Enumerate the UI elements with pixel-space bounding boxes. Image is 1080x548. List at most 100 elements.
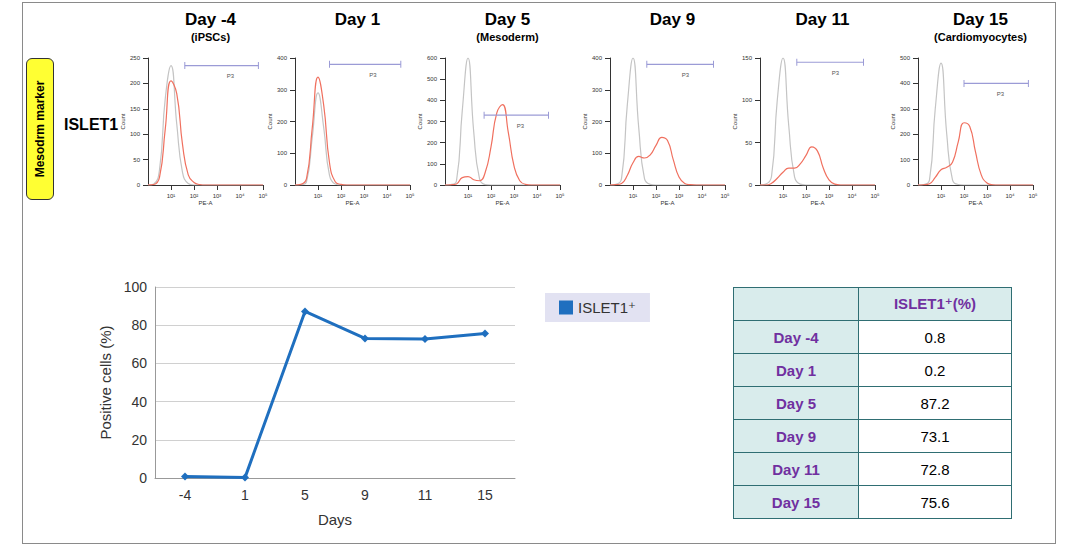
svg-text:300: 300 bbox=[427, 119, 438, 125]
svg-text:PE-A: PE-A bbox=[810, 200, 824, 206]
svg-text:11: 11 bbox=[418, 487, 433, 503]
svg-text:10⁴: 10⁴ bbox=[235, 193, 245, 199]
svg-text:ISLET1⁺: ISLET1⁺ bbox=[578, 299, 636, 316]
svg-text:100: 100 bbox=[742, 97, 753, 103]
svg-text:Day 15: Day 15 bbox=[953, 10, 1008, 29]
svg-text:10²: 10² bbox=[652, 193, 661, 199]
svg-text:10⁴: 10⁴ bbox=[532, 193, 542, 199]
svg-text:150: 150 bbox=[742, 55, 753, 61]
svg-text:300: 300 bbox=[277, 87, 288, 93]
svg-text:(Cardiomyocytes): (Cardiomyocytes) bbox=[934, 31, 1027, 43]
svg-text:10⁴: 10⁴ bbox=[382, 193, 392, 199]
svg-text:PE-A: PE-A bbox=[198, 200, 212, 206]
svg-text:P3: P3 bbox=[227, 73, 235, 79]
svg-text:(iPSCs): (iPSCs) bbox=[191, 31, 230, 43]
svg-text:80: 80 bbox=[131, 317, 147, 333]
svg-text:10⁵: 10⁵ bbox=[870, 193, 880, 199]
svg-text:100: 100 bbox=[277, 150, 288, 156]
svg-text:10⁵: 10⁵ bbox=[1028, 193, 1038, 199]
svg-text:5: 5 bbox=[301, 487, 309, 503]
svg-text:10⁵: 10⁵ bbox=[405, 193, 415, 199]
svg-text:10¹: 10¹ bbox=[937, 193, 946, 199]
svg-text:10²: 10² bbox=[487, 193, 496, 199]
svg-text:200: 200 bbox=[277, 119, 288, 125]
svg-text:Day 11: Day 11 bbox=[796, 10, 850, 29]
svg-text:10⁵: 10⁵ bbox=[258, 193, 268, 199]
svg-text:9: 9 bbox=[361, 487, 369, 503]
svg-text:20: 20 bbox=[131, 432, 147, 448]
svg-text:10³: 10³ bbox=[675, 193, 684, 199]
svg-text:10⁴: 10⁴ bbox=[697, 193, 707, 199]
svg-text:100: 100 bbox=[900, 157, 911, 163]
svg-text:600: 600 bbox=[427, 55, 438, 61]
svg-text:400: 400 bbox=[277, 55, 288, 61]
svg-text:Count: Count bbox=[417, 113, 423, 129]
svg-text:10³: 10³ bbox=[360, 193, 369, 199]
svg-text:100: 100 bbox=[427, 161, 438, 167]
svg-text:Count: Count bbox=[890, 113, 896, 129]
svg-text:10¹: 10¹ bbox=[464, 193, 473, 199]
svg-text:P3: P3 bbox=[682, 72, 690, 78]
svg-text:Days: Days bbox=[318, 511, 352, 528]
svg-text:P3: P3 bbox=[369, 72, 377, 78]
svg-text:PE-A: PE-A bbox=[968, 200, 982, 206]
svg-text:10³: 10³ bbox=[510, 193, 519, 199]
svg-text:60: 60 bbox=[131, 355, 147, 371]
svg-text:10³: 10³ bbox=[983, 193, 992, 199]
svg-text:10¹: 10¹ bbox=[167, 193, 176, 199]
svg-text:0: 0 bbox=[284, 182, 288, 188]
svg-text:150: 150 bbox=[130, 106, 141, 112]
svg-text:PE-A: PE-A bbox=[660, 200, 674, 206]
svg-text:10³: 10³ bbox=[825, 193, 834, 199]
svg-text:0: 0 bbox=[137, 182, 141, 188]
svg-text:10⁴: 10⁴ bbox=[847, 193, 857, 199]
svg-text:300: 300 bbox=[900, 106, 911, 112]
svg-text:100: 100 bbox=[592, 150, 603, 156]
svg-text:Count: Count bbox=[582, 113, 588, 129]
svg-text:10⁴: 10⁴ bbox=[1005, 193, 1015, 199]
svg-text:1: 1 bbox=[241, 487, 249, 503]
svg-text:100: 100 bbox=[130, 131, 141, 137]
svg-text:Count: Count bbox=[120, 113, 126, 129]
svg-text:Day 9: Day 9 bbox=[650, 10, 695, 29]
svg-text:0: 0 bbox=[749, 182, 753, 188]
svg-text:P3: P3 bbox=[832, 70, 840, 76]
svg-text:P3: P3 bbox=[997, 91, 1005, 97]
svg-text:200: 200 bbox=[130, 80, 141, 86]
svg-text:10⁵: 10⁵ bbox=[720, 193, 730, 199]
svg-text:Day 1: Day 1 bbox=[335, 10, 380, 29]
svg-text:(Mesoderm): (Mesoderm) bbox=[476, 31, 539, 43]
svg-text:10²: 10² bbox=[190, 193, 199, 199]
svg-text:Day -4: Day -4 bbox=[185, 10, 237, 29]
svg-text:300: 300 bbox=[592, 87, 603, 93]
svg-text:0: 0 bbox=[434, 182, 438, 188]
svg-text:10²: 10² bbox=[960, 193, 969, 199]
svg-text:PE-A: PE-A bbox=[345, 200, 359, 206]
svg-text:500: 500 bbox=[900, 55, 911, 61]
svg-text:10³: 10³ bbox=[213, 193, 222, 199]
svg-text:200: 200 bbox=[592, 119, 603, 125]
svg-text:50: 50 bbox=[133, 157, 140, 163]
svg-text:Count: Count bbox=[732, 113, 738, 129]
svg-text:500: 500 bbox=[427, 76, 438, 82]
svg-text:0: 0 bbox=[599, 182, 603, 188]
svg-text:10¹: 10¹ bbox=[314, 193, 323, 199]
svg-text:10²: 10² bbox=[802, 193, 811, 199]
svg-text:400: 400 bbox=[900, 80, 911, 86]
svg-text:50: 50 bbox=[745, 140, 752, 146]
svg-text:15: 15 bbox=[477, 487, 493, 503]
svg-text:200: 200 bbox=[900, 131, 911, 137]
svg-text:0: 0 bbox=[139, 470, 147, 486]
svg-text:-4: -4 bbox=[179, 487, 192, 503]
svg-text:PE-A: PE-A bbox=[495, 200, 509, 206]
svg-text:200: 200 bbox=[427, 140, 438, 146]
svg-text:10¹: 10¹ bbox=[779, 193, 788, 199]
svg-text:Count: Count bbox=[267, 113, 273, 129]
svg-text:100: 100 bbox=[124, 279, 148, 295]
svg-text:400: 400 bbox=[427, 97, 438, 103]
svg-text:0: 0 bbox=[907, 182, 911, 188]
svg-text:Positive cells (%): Positive cells (%) bbox=[97, 325, 114, 439]
svg-text:Day 5: Day 5 bbox=[485, 10, 530, 29]
svg-text:40: 40 bbox=[131, 394, 147, 410]
svg-text:P3: P3 bbox=[517, 123, 525, 129]
